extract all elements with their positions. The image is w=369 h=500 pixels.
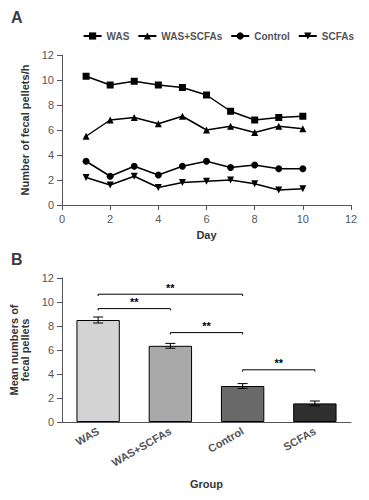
- svg-text:WAS: WAS: [107, 31, 130, 42]
- svg-text:6: 6: [48, 344, 54, 356]
- svg-text:8: 8: [48, 320, 54, 332]
- svg-text:0: 0: [59, 213, 65, 225]
- svg-text:WAS: WAS: [73, 425, 101, 448]
- svg-text:A: A: [11, 9, 23, 26]
- svg-text:4: 4: [48, 149, 54, 161]
- svg-text:0: 0: [48, 199, 54, 211]
- svg-text:Number of fecal pellets/h: Number of fecal pellets/h: [19, 64, 31, 195]
- svg-text:2: 2: [107, 213, 113, 225]
- svg-text:SCFAs: SCFAs: [322, 31, 355, 42]
- svg-text:0: 0: [48, 416, 54, 428]
- svg-text:8: 8: [252, 213, 258, 225]
- svg-text:6: 6: [203, 213, 209, 225]
- svg-text:fecal pellets: fecal pellets: [19, 319, 31, 382]
- svg-text:6: 6: [48, 124, 54, 136]
- svg-text:Group: Group: [190, 478, 223, 490]
- svg-text:4: 4: [155, 213, 161, 225]
- svg-text:WAS+SCFAs: WAS+SCFAs: [109, 425, 173, 469]
- svg-text:**: **: [202, 320, 211, 332]
- svg-text:Day: Day: [196, 229, 217, 241]
- svg-text:12: 12: [42, 49, 54, 61]
- svg-text:12: 12: [42, 272, 54, 284]
- svg-text:Control: Control: [254, 31, 290, 42]
- svg-text:SCFAs: SCFAs: [281, 425, 318, 453]
- svg-text:2: 2: [48, 392, 54, 404]
- svg-text:**: **: [130, 296, 139, 308]
- svg-text:B: B: [11, 251, 23, 268]
- svg-text:**: **: [274, 357, 283, 369]
- svg-text:Mean numbers of: Mean numbers of: [7, 304, 20, 396]
- svg-text:10: 10: [297, 213, 309, 225]
- svg-text:12: 12: [345, 213, 357, 225]
- svg-text:**: **: [166, 282, 175, 294]
- svg-text:10: 10: [42, 74, 54, 86]
- svg-text:WAS+SCFAs: WAS+SCFAs: [161, 31, 222, 42]
- svg-text:10: 10: [42, 296, 54, 308]
- svg-text:2: 2: [48, 174, 54, 186]
- svg-text:4: 4: [48, 368, 54, 380]
- svg-text:8: 8: [48, 99, 54, 111]
- svg-text:Control: Control: [206, 425, 246, 455]
